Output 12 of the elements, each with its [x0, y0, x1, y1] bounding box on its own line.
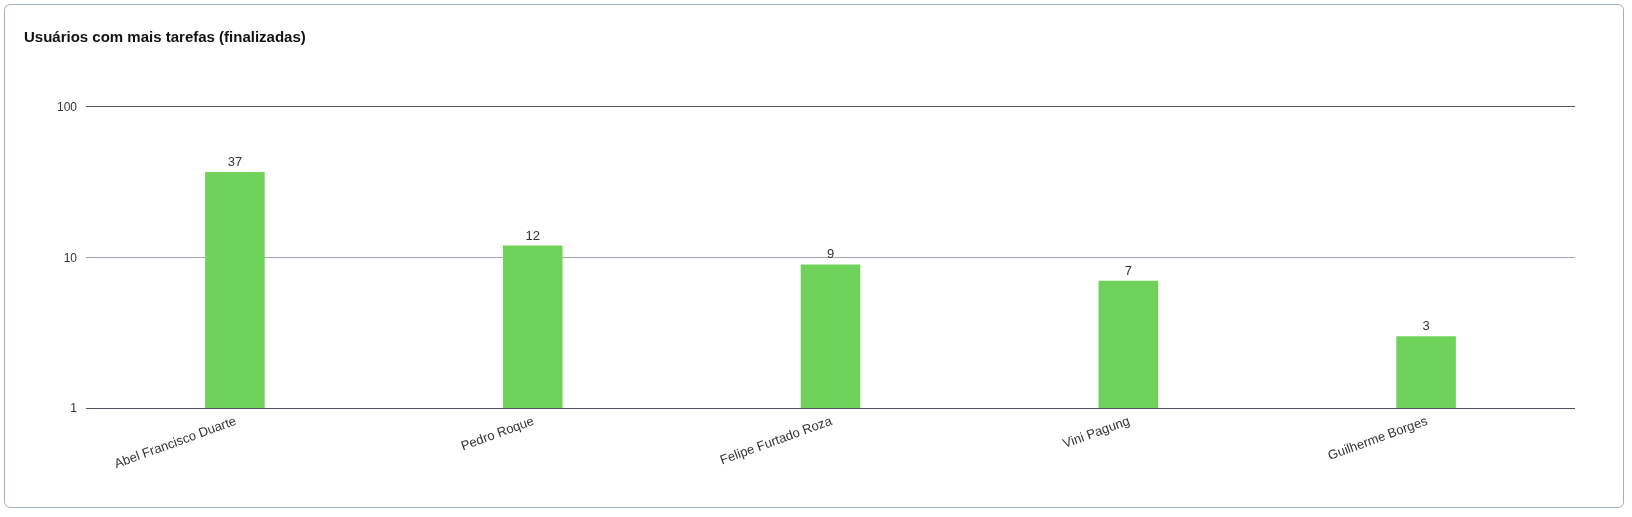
x-tick-label: Vini Pagung — [1060, 412, 1132, 451]
y-tick-label: 100 — [56, 100, 78, 115]
data-label: 7 — [1124, 262, 1132, 278]
x-tick-label: Felipe Furtado Roza — [717, 412, 835, 468]
chart-title: Usuários com mais tarefas (finalizadas) — [24, 28, 306, 46]
data-label: 37 — [227, 153, 243, 169]
x-tick-label: Pedro Roque — [458, 412, 536, 454]
data-label: 12 — [525, 227, 540, 243]
data-label: 3 — [1422, 318, 1430, 334]
y-tick-label: 10 — [63, 250, 78, 265]
data-label: 9 — [826, 246, 835, 262]
y-tick-label: 1 — [70, 401, 78, 416]
